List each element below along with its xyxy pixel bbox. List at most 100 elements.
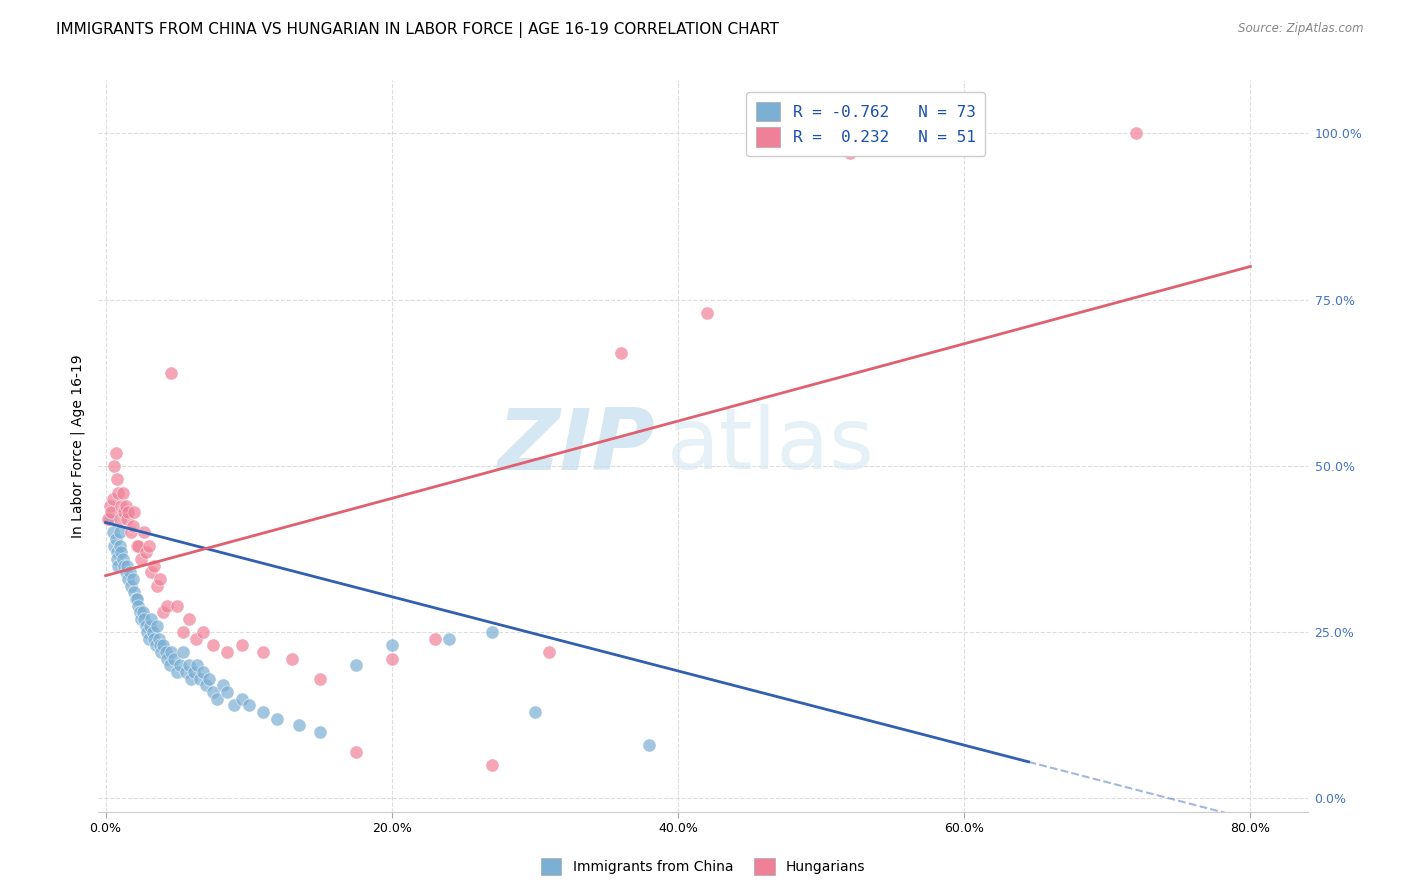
Point <box>104 445 127 459</box>
Point <box>108 512 131 526</box>
Point <box>101 492 124 507</box>
Point <box>423 632 446 646</box>
Point <box>121 572 143 586</box>
Point <box>186 658 208 673</box>
Point <box>134 525 156 540</box>
Point <box>172 625 194 640</box>
Point <box>152 639 174 653</box>
Point <box>108 525 131 540</box>
Point <box>309 672 332 686</box>
Point <box>101 525 124 540</box>
Point <box>217 685 239 699</box>
Point <box>112 558 135 573</box>
Point <box>191 665 214 679</box>
Text: Source: ZipAtlas.com: Source: ZipAtlas.com <box>1239 22 1364 36</box>
Point <box>125 539 148 553</box>
Point <box>838 146 860 161</box>
Point <box>163 652 186 666</box>
Legend: R = -0.762   N = 73, R =  0.232   N = 51: R = -0.762 N = 73, R = 0.232 N = 51 <box>747 92 986 156</box>
Point <box>115 558 138 573</box>
Point <box>160 645 183 659</box>
Point <box>344 745 367 759</box>
Point <box>266 712 288 726</box>
Point <box>309 725 332 739</box>
Point <box>149 572 172 586</box>
Point <box>111 552 134 566</box>
Text: IMMIGRANTS FROM CHINA VS HUNGARIAN IN LABOR FORCE | AGE 16-19 CORRELATION CHART: IMMIGRANTS FROM CHINA VS HUNGARIAN IN LA… <box>56 22 779 38</box>
Point <box>381 639 404 653</box>
Point <box>183 665 205 679</box>
Point <box>166 665 188 679</box>
Point <box>166 599 188 613</box>
Point <box>115 512 138 526</box>
Point <box>120 579 142 593</box>
Point <box>141 612 163 626</box>
Point <box>188 672 211 686</box>
Point <box>174 665 197 679</box>
Point <box>437 632 460 646</box>
Point <box>125 591 148 606</box>
Point <box>131 552 153 566</box>
Point <box>252 705 274 719</box>
Point <box>122 585 145 599</box>
Point <box>287 718 309 732</box>
Point <box>184 632 207 646</box>
Point <box>231 691 253 706</box>
Point <box>138 539 160 553</box>
Point <box>156 652 179 666</box>
Point <box>696 306 718 320</box>
Point <box>107 485 129 500</box>
Y-axis label: In Labor Force | Age 16-19: In Labor Force | Age 16-19 <box>70 354 84 538</box>
Point <box>150 645 173 659</box>
Point <box>252 645 274 659</box>
Point <box>105 472 128 486</box>
Point <box>98 512 121 526</box>
Point <box>135 545 157 559</box>
Point <box>1125 127 1147 141</box>
Point <box>103 458 125 473</box>
Point <box>194 678 217 692</box>
Point <box>177 658 200 673</box>
Point <box>152 605 174 619</box>
Point <box>107 558 129 573</box>
Point <box>112 506 135 520</box>
Point <box>139 618 162 632</box>
Point <box>141 566 163 580</box>
Point <box>122 506 145 520</box>
Point <box>217 645 239 659</box>
Point <box>180 672 202 686</box>
Point <box>143 558 166 573</box>
Point <box>120 525 142 540</box>
Point <box>121 518 143 533</box>
Point <box>146 579 169 593</box>
Point <box>103 539 125 553</box>
Point <box>98 499 121 513</box>
Point <box>104 532 127 546</box>
Point <box>159 658 181 673</box>
Point <box>97 512 120 526</box>
Point <box>481 758 503 772</box>
Point <box>108 539 131 553</box>
Point <box>142 625 165 640</box>
Point <box>205 691 228 706</box>
Point <box>191 625 214 640</box>
Point <box>105 545 128 559</box>
Point <box>197 672 219 686</box>
Point <box>129 605 152 619</box>
Point <box>148 632 170 646</box>
Point <box>523 705 546 719</box>
Point <box>146 618 169 632</box>
Point <box>100 506 122 520</box>
Point <box>131 612 153 626</box>
Point <box>132 605 155 619</box>
Point <box>224 698 246 713</box>
Point <box>201 639 224 653</box>
Point <box>231 639 253 653</box>
Point <box>638 738 661 752</box>
Point <box>127 599 149 613</box>
Point <box>135 618 157 632</box>
Point <box>609 346 631 360</box>
Point <box>280 652 302 666</box>
Point <box>149 639 172 653</box>
Point <box>169 658 191 673</box>
